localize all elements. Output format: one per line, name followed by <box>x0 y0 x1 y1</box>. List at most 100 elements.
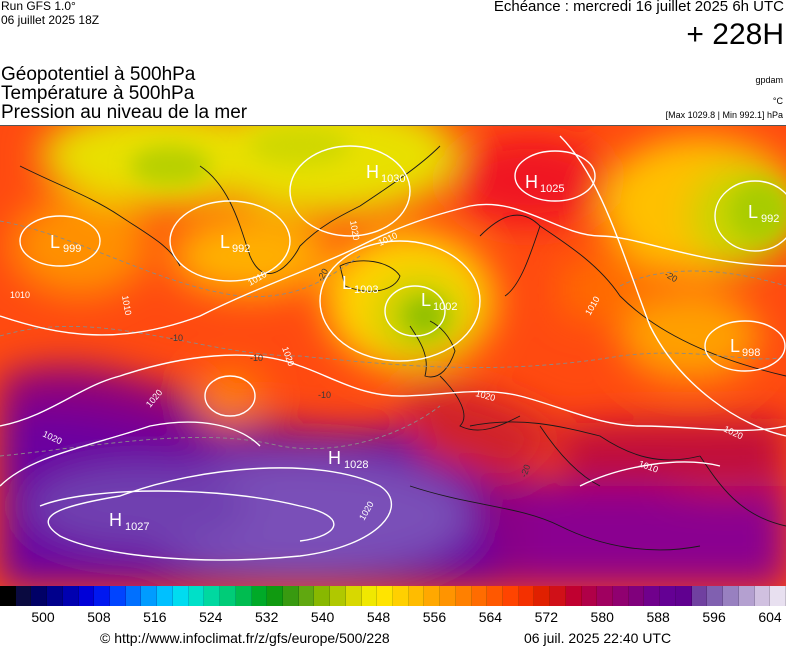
colorbar-swatch <box>110 586 126 606</box>
colorbar-swatch <box>314 586 331 606</box>
temperature-label: -10 <box>318 390 331 400</box>
geopotential-field <box>0 126 786 586</box>
colorbar-swatch <box>408 586 425 606</box>
pressure-minmax: [Max 1029.8 | Min 992.1] hPa <box>665 110 783 120</box>
svg-text:1027: 1027 <box>125 521 149 533</box>
temperature-label: -10 <box>170 333 183 343</box>
colorbar-swatch <box>235 586 252 606</box>
colorbar-swatch <box>644 586 661 606</box>
colorbar-swatch <box>78 586 95 606</box>
colorbar-swatch <box>15 586 32 606</box>
svg-text:992: 992 <box>232 243 250 255</box>
colorbar-swatch <box>754 586 771 606</box>
colorbar-swatch <box>220 586 236 606</box>
colorbar-swatch <box>141 586 158 606</box>
low-centre: L 1002 <box>421 290 457 313</box>
coastlines <box>19 145 786 551</box>
colorbar-tick-label: 604 <box>758 609 782 625</box>
low-centre: L 999 <box>50 232 81 255</box>
isobar-label: 1020 <box>348 220 361 241</box>
colorbar-tick-label: 508 <box>87 609 111 625</box>
svg-text:1003: 1003 <box>354 284 378 296</box>
colorbar-tick-label: 548 <box>366 609 391 625</box>
colorbar-swatch <box>503 586 519 606</box>
svg-text:992: 992 <box>761 213 779 225</box>
isobar-label: 1010 <box>10 290 30 300</box>
colorbar-swatch <box>392 586 409 606</box>
svg-text:H: H <box>109 510 122 530</box>
colorbar-swatch <box>738 586 755 606</box>
colorbar-swatch <box>377 586 393 606</box>
weather-map[interactable]: H 1030 H 1025 H 1028 H 1027 L 999 L 992 L 1003 … <box>0 125 786 586</box>
colorbar-swatch <box>172 586 189 606</box>
colorbar-swatch <box>47 586 63 606</box>
map-svg: H 1030 H 1025 H 1028 H 1027 L 999 L 992 L 1003 … <box>0 126 786 586</box>
colorbar-swatch <box>581 586 598 606</box>
colorbar-tick-label: 556 <box>422 609 447 625</box>
svg-text:H: H <box>525 172 538 192</box>
colorbar-swatch <box>157 586 173 606</box>
colorbar-tick-label: 500 <box>31 609 55 625</box>
colorbar-swatch <box>424 586 441 606</box>
high-centre: H 1028 <box>328 448 368 471</box>
colorbar-swatch <box>361 586 378 606</box>
colorbar-tick-label: 588 <box>646 609 670 625</box>
colorbar-swatch <box>770 586 786 606</box>
svg-text:999: 999 <box>63 243 81 255</box>
colorbar-swatch <box>518 586 535 606</box>
colorbar-swatch <box>487 586 503 606</box>
colorbar-tick-label: 596 <box>702 609 726 625</box>
colorbar-swatch <box>471 586 488 606</box>
colorbar-swatch <box>628 586 645 606</box>
title-geopotential: Géopotentiel à 500hPa <box>1 64 196 85</box>
colorbar-tick-label: 516 <box>143 609 167 625</box>
colorbar-swatch <box>707 586 724 606</box>
title-temperature: Température à 500hPa <box>1 83 195 104</box>
colorbar-swatch <box>251 586 268 606</box>
svg-text:L: L <box>50 232 60 252</box>
colorbar-tick-label: 532 <box>255 609 279 625</box>
copyright[interactable]: © http://www.infoclimat.fr/z/gfs/europe/… <box>100 630 390 646</box>
high-centre: H 1025 <box>525 172 564 195</box>
colorbar-tick-label: 580 <box>590 609 614 625</box>
high-centre: H 1030 <box>366 162 405 185</box>
colorbar-swatch <box>440 586 456 606</box>
pressure-centres: H 1030 H 1025 H 1028 H 1027 L 999 L 992 L 1003 … <box>50 162 779 533</box>
unit-geopotential: gpdam <box>755 75 783 85</box>
colorbar-swatch <box>345 586 362 606</box>
colorbar-tick-label: 524 <box>199 609 223 625</box>
colorbar-swatch <box>675 586 692 606</box>
svg-text:H: H <box>328 448 341 468</box>
isobar-label: 1010 <box>120 295 133 316</box>
isobars <box>0 135 786 561</box>
svg-text:H: H <box>366 162 379 182</box>
colorbar <box>0 586 786 606</box>
high-centre: H 1027 <box>109 510 149 533</box>
svg-text:L: L <box>342 273 352 293</box>
colorbar-swatch <box>613 586 629 606</box>
generated-time: 06 juil. 2025 22:40 UTC <box>524 630 672 646</box>
low-centre: L 998 <box>730 336 760 359</box>
colorbar-swatch <box>550 586 566 606</box>
colorbar-ticks: 500 508 516 524 532 540 548 556 564 572 580 588 596 6… <box>0 609 786 627</box>
unit-temperature: °C <box>772 96 783 106</box>
colorbar-swatch <box>534 586 551 606</box>
svg-text:1025: 1025 <box>540 183 564 195</box>
colorbar-swatch <box>455 586 472 606</box>
temperature-label: -10 <box>250 353 263 363</box>
colorbar-swatch <box>282 586 299 606</box>
run-date: 06 juillet 2025 18Z <box>1 13 100 27</box>
svg-text:L: L <box>748 202 758 222</box>
low-centre: L 1003 <box>342 273 378 296</box>
svg-text:L: L <box>220 232 230 252</box>
colorbar-swatch <box>62 586 79 606</box>
colorbar-swatch <box>0 586 16 606</box>
colorbar-swatch <box>330 586 346 606</box>
colorbar-swatch <box>597 586 614 606</box>
colorbar-swatch <box>204 586 221 606</box>
run-label: Run GFS 1.0° <box>1 0 76 13</box>
low-centre: L 992 <box>748 202 779 225</box>
colorbar-swatch <box>94 586 111 606</box>
valid-time: Echéance : mercredi 16 juillet 2025 6h U… <box>493 0 784 15</box>
svg-text:L: L <box>730 336 740 356</box>
